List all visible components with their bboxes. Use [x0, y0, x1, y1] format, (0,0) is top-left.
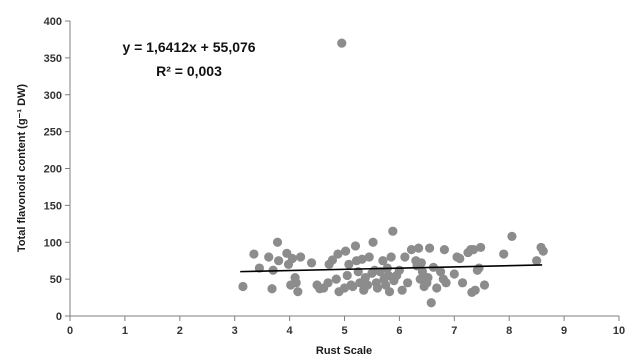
data-point: [381, 280, 391, 290]
data-point: [416, 258, 426, 268]
x-tick-label: 8: [506, 325, 512, 337]
data-point: [331, 274, 341, 284]
data-point: [449, 269, 459, 279]
y-axis-ticks: 0 50 100 150 200 250 300 350 400: [44, 16, 70, 323]
x-tick-label: 7: [451, 325, 457, 337]
data-point: [295, 252, 306, 262]
data-point: [400, 252, 410, 262]
data-point: [441, 278, 451, 288]
data-point: [238, 281, 248, 292]
data-point: [538, 246, 548, 256]
data-point: [267, 284, 277, 294]
data-point: [388, 226, 398, 236]
data-point: [426, 298, 436, 308]
data-point: [368, 237, 378, 247]
data-point: [249, 249, 259, 259]
data-point: [350, 241, 361, 251]
y-tick-label: 250: [44, 127, 62, 139]
data-point: [439, 245, 450, 255]
data-point: [274, 256, 284, 266]
x-tick-label: 2: [177, 325, 183, 337]
data-point: [337, 38, 347, 48]
data-point: [468, 245, 479, 255]
data-point: [397, 285, 407, 295]
data-point: [507, 231, 517, 241]
data-point: [375, 267, 385, 277]
y-tick-label: 0: [56, 311, 62, 323]
data-point: [384, 287, 395, 297]
data-point: [457, 278, 468, 288]
data-point: [340, 246, 351, 256]
data-point: [372, 283, 383, 293]
data-point: [435, 267, 446, 277]
data-point: [455, 253, 465, 264]
data-point: [479, 280, 490, 290]
data-point: [291, 278, 301, 288]
data-point: [406, 245, 417, 255]
data-point: [386, 252, 396, 262]
data-point: [327, 255, 338, 265]
data-point: [293, 287, 303, 297]
r-squared-label: R² = 0,003: [156, 63, 222, 79]
x-tick-label: 0: [67, 325, 73, 337]
x-axis-title: Rust Scale: [316, 345, 372, 357]
data-point: [378, 256, 388, 266]
data-point: [362, 280, 373, 290]
data-point: [323, 278, 333, 288]
data-point: [306, 258, 317, 268]
y-tick-label: 350: [44, 53, 62, 65]
data-point: [348, 281, 358, 292]
data-point: [417, 267, 428, 277]
data-point: [357, 254, 367, 264]
y-tick-label: 150: [44, 200, 62, 212]
y-tick-label: 50: [50, 274, 62, 286]
y-tick-label: 300: [44, 90, 62, 102]
x-tick-label: 5: [341, 325, 347, 337]
data-point: [364, 252, 374, 262]
trendline-equation: y = 1,6412x + 55,076: [122, 39, 255, 55]
data-point: [272, 237, 283, 247]
x-tick-label: 6: [396, 325, 402, 337]
x-tick-label: 4: [287, 325, 294, 337]
data-point: [394, 265, 404, 275]
y-tick-label: 400: [44, 16, 62, 28]
data-point: [474, 263, 484, 273]
y-tick-label: 200: [44, 164, 62, 176]
data-point: [532, 256, 542, 266]
y-tick-label: 100: [44, 237, 62, 249]
x-tick-label: 9: [561, 325, 567, 337]
x-tick-label: 1: [122, 325, 128, 337]
data-point: [423, 273, 433, 283]
trendline: [240, 264, 543, 273]
y-axis-title: Total flavonoid content (g⁻¹ DW): [16, 84, 28, 252]
x-axis-ticks: 0 1 2 3 4 5 6 7 8 9 10: [67, 316, 625, 337]
data-point: [360, 273, 370, 283]
data-point: [499, 249, 509, 259]
data-point: [344, 259, 354, 269]
data-points: [238, 38, 548, 308]
data-point: [403, 278, 413, 288]
data-point: [333, 249, 343, 259]
data-point: [470, 285, 480, 295]
data-point: [287, 253, 297, 264]
x-tick-label: 10: [613, 325, 625, 337]
data-point: [342, 270, 352, 281]
data-point: [264, 252, 274, 262]
data-point: [424, 243, 435, 253]
data-point: [432, 283, 442, 293]
data-point: [414, 243, 424, 253]
data-point: [476, 242, 486, 253]
x-tick-label: 3: [232, 325, 238, 337]
